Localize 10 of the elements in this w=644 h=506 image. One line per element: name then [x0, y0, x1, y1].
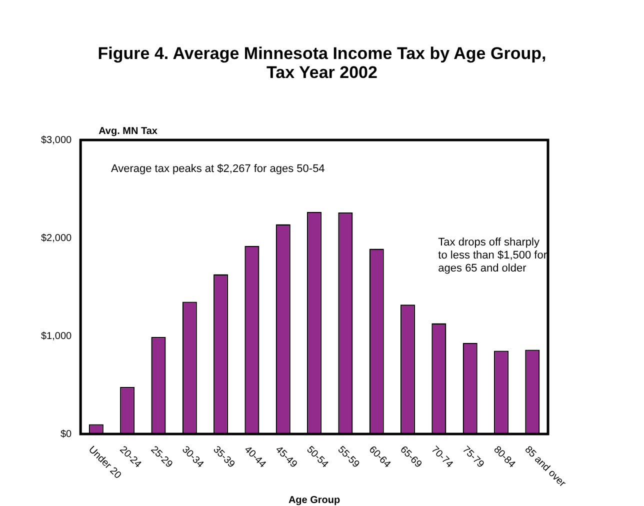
x-tick-label: 85 and over — [522, 444, 568, 490]
y-tick-label: $3,000 — [40, 134, 72, 146]
chart-title: Figure 4. Average Minnesota Income Tax by Age Group, Tax Year 2002 — [96, 44, 548, 82]
annotation: Average tax peaks at $2,267 for ages 50-54 — [110, 163, 325, 176]
annotation: Tax drops off sharply to less than $1,500 for ages 65 and older — [438, 236, 548, 275]
y-tick-label: $0 — [60, 428, 72, 440]
y-axis-title: Avg. MN Tax — [98, 126, 158, 137]
y-tick-label: $1,000 — [40, 330, 72, 342]
x-axis-title: Age Group — [288, 494, 340, 506]
y-tick-label: $2,000 — [40, 232, 72, 244]
